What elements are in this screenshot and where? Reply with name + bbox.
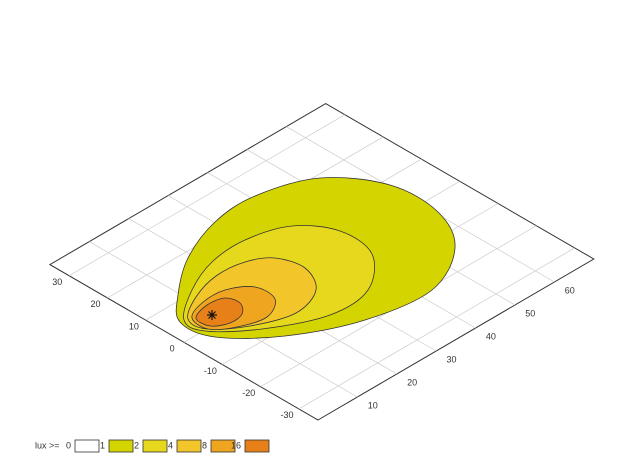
legend-title: lux >=: [35, 440, 60, 450]
legend-swatch: [244, 439, 270, 453]
legend-swatch: [108, 439, 134, 453]
legend-label: 8: [202, 440, 207, 450]
x-tick-label: 60: [565, 285, 575, 295]
y-tick-label: -30: [281, 410, 294, 420]
legend-label: 2: [134, 440, 139, 450]
legend-swatch: [176, 439, 202, 453]
legend-label: 4: [168, 440, 173, 450]
y-tick-label: -10: [204, 366, 217, 376]
y-tick-label: 0: [170, 344, 175, 354]
y-tick-label: 30: [52, 277, 62, 287]
legend-label: 16: [231, 440, 241, 450]
x-tick-label: 50: [525, 308, 535, 318]
legend-swatch: [142, 439, 168, 453]
y-tick-label: 10: [129, 321, 139, 331]
x-tick-label: 20: [407, 377, 417, 387]
x-tick-label: 30: [447, 354, 457, 364]
y-tick-label: 20: [91, 299, 101, 309]
legend-swatch: [74, 439, 100, 453]
x-tick-label: 10: [368, 400, 378, 410]
legend-label: 0: [66, 440, 71, 450]
legend-label: 1: [100, 440, 105, 450]
grid-line: [68, 114, 346, 277]
contours: [175, 177, 456, 339]
light-source: [207, 310, 217, 320]
x-tick-label: 40: [486, 331, 496, 341]
y-tick-label: -20: [242, 388, 255, 398]
grid-line: [298, 247, 575, 410]
legend: lux >= 0 1 2 4 8 16: [35, 439, 270, 453]
contour-region: [195, 297, 244, 327]
legend-swatch: [210, 439, 236, 453]
